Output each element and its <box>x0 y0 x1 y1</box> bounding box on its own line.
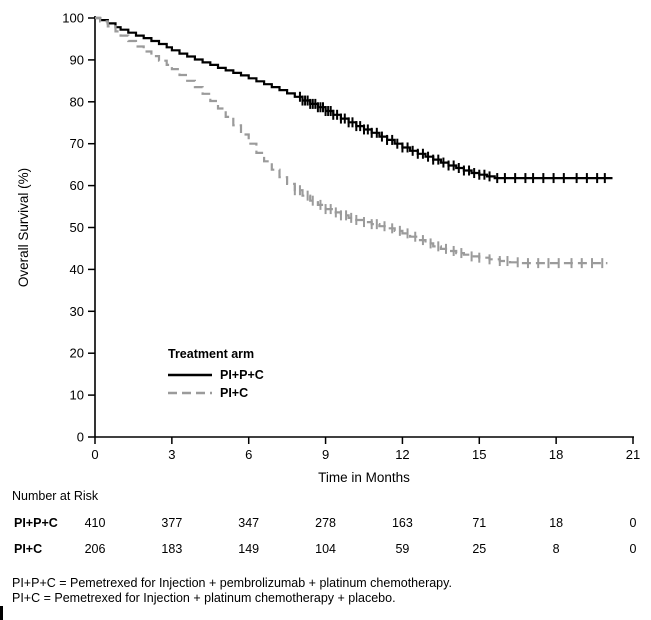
x-tick-label: 3 <box>168 447 175 462</box>
footnote-pi-p-c: PI+P+C = Pemetrexed for Injection + pemb… <box>12 576 452 590</box>
risk-value: 18 <box>549 516 563 530</box>
curve-pi-p-c <box>95 16 613 180</box>
risk-row-label-pi-c: PI+C <box>14 542 42 556</box>
censor-marks-pi-c <box>293 185 604 269</box>
risk-value: 8 <box>553 542 560 556</box>
series-pi-p-c <box>95 16 613 184</box>
risk-value: 104 <box>315 542 336 556</box>
footnotes: PI+P+C = Pemetrexed for Injection + pemb… <box>12 576 651 606</box>
censor-marks-pi-p-c <box>298 91 606 184</box>
x-tick-labels: 0 3 6 9 12 15 18 21 <box>91 437 640 462</box>
y-tick-label: 80 <box>70 94 84 109</box>
risk-value: 25 <box>472 542 486 556</box>
footnote-pi-c: PI+C = Pemetrexed for Injection + platin… <box>12 591 396 605</box>
legend-title: Treatment arm <box>168 347 254 361</box>
risk-value: 377 <box>161 516 182 530</box>
y-tick-label: 10 <box>70 388 84 403</box>
risk-value: 71 <box>472 516 486 530</box>
risk-value: 183 <box>161 542 182 556</box>
x-axis-title: Time in Months <box>318 470 410 485</box>
risk-value: 0 <box>630 516 637 530</box>
risk-value: 410 <box>85 516 106 530</box>
x-tick-label: 9 <box>322 447 329 462</box>
y-tick-label: 60 <box>70 178 84 193</box>
risk-value: 278 <box>315 516 336 530</box>
x-tick-label: 0 <box>91 447 98 462</box>
y-tick-label: 100 <box>62 11 84 26</box>
y-tick-label: 90 <box>70 52 84 67</box>
risk-value: 347 <box>238 516 259 530</box>
risk-value: 0 <box>630 542 637 556</box>
risk-value: 149 <box>238 542 259 556</box>
x-tick-label: 12 <box>395 447 409 462</box>
curve-pi-c <box>95 16 608 265</box>
x-tick-label: 15 <box>472 447 486 462</box>
y-tick-label: 70 <box>70 136 84 151</box>
risk-value: 206 <box>85 542 106 556</box>
y-tick-label: 0 <box>77 430 84 445</box>
series-pi-c <box>95 16 608 269</box>
y-axis-title: Overall Survival (%) <box>16 168 31 287</box>
y-tick-label: 30 <box>70 304 84 319</box>
x-tick-label: 21 <box>626 447 640 462</box>
axes <box>94 16 634 438</box>
y-tick-labels: 0 10 20 30 40 50 60 70 80 90 100 <box>62 11 95 445</box>
x-tick-label: 6 <box>245 447 252 462</box>
risk-table: Number at Risk PI+P+C 410 377 347 278 163 71 18 0… <box>12 489 637 556</box>
y-tick-label: 40 <box>70 262 84 277</box>
legend-label-pi-c: PI+C <box>220 386 248 400</box>
page-edge-artifact <box>0 606 3 620</box>
legend: Treatment arm PI+P+C PI+C <box>168 347 264 400</box>
risk-table-heading: Number at Risk <box>12 489 99 503</box>
x-tick-label: 18 <box>549 447 563 462</box>
risk-value: 163 <box>392 516 413 530</box>
risk-row-label-pi-p-c: PI+P+C <box>14 516 58 530</box>
y-tick-label: 50 <box>70 220 84 235</box>
y-tick-label: 20 <box>70 346 84 361</box>
risk-value: 59 <box>395 542 409 556</box>
legend-label-pi-p-c: PI+P+C <box>220 368 264 382</box>
